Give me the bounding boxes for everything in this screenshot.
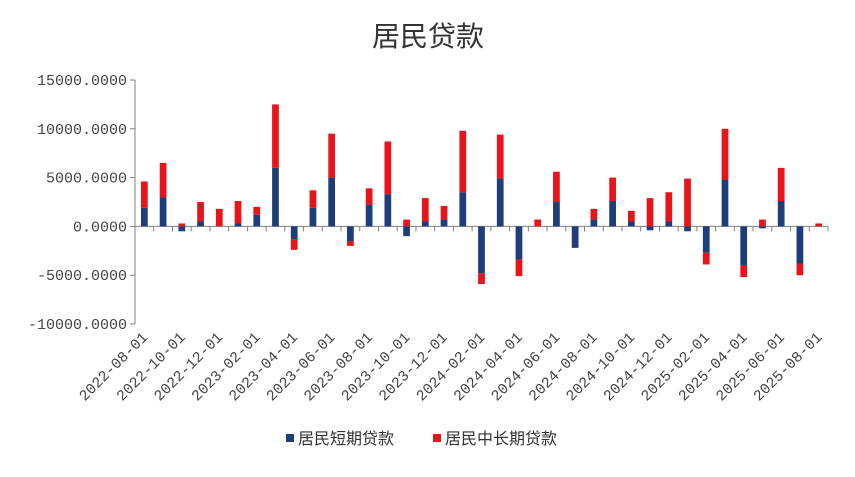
bar-short-term	[253, 214, 261, 227]
bar-long-term	[534, 219, 542, 227]
bar-long-term	[159, 162, 167, 198]
bar-short-term	[777, 201, 785, 227]
bar-long-term	[796, 263, 804, 276]
bar-long-term	[553, 171, 560, 202]
bar-short-term	[515, 226, 523, 260]
legend-swatch-long-term	[433, 434, 441, 442]
y-tick-label: 0.0000	[73, 219, 127, 236]
legend: 居民短期贷款 居民中长期贷款	[286, 430, 557, 448]
bar-long-term	[684, 178, 691, 227]
bar-long-term	[702, 252, 710, 265]
bar-short-term	[440, 219, 448, 227]
y-tick-label: 15000.0000	[37, 73, 127, 90]
bar-short-term	[159, 197, 167, 227]
bar-short-term	[796, 226, 804, 264]
bar-long-term	[290, 239, 298, 250]
bar-long-term	[309, 190, 317, 208]
bar-long-term	[515, 259, 523, 277]
bar-long-term	[197, 202, 204, 222]
bar-long-term	[609, 177, 616, 202]
bar-long-term	[328, 133, 336, 178]
bar-long-term	[496, 134, 504, 179]
bar-short-term	[478, 226, 485, 274]
bar-short-term	[234, 223, 242, 227]
bar-long-term	[440, 205, 448, 220]
bar-long-term	[721, 128, 729, 180]
bar-short-term	[347, 226, 354, 242]
bar-long-term	[253, 206, 261, 215]
bar-short-term	[197, 221, 204, 227]
bar-short-term	[328, 177, 336, 227]
bar-short-term	[272, 167, 279, 227]
bar-long-term	[815, 223, 823, 227]
bar-short-term	[421, 221, 429, 227]
y-tick-label: -10000.0000	[28, 317, 127, 334]
chart-title: 居民贷款	[372, 21, 484, 53]
bar-long-term	[178, 223, 186, 227]
bar-short-term	[684, 226, 691, 232]
bar-short-term	[553, 202, 560, 227]
bar-short-term	[665, 221, 673, 227]
bar-short-term	[459, 192, 467, 227]
bar-short-term	[702, 226, 710, 253]
bar-long-term	[347, 241, 354, 246]
bar-short-term	[384, 194, 392, 227]
bar-long-term	[384, 141, 392, 195]
y-tick-label: 5000.0000	[46, 171, 127, 188]
y-axis: 15000.0000 10000.0000 5000.0000 0.0000 -5000…	[28, 73, 136, 334]
bar-long-term	[590, 208, 598, 220]
bar-short-term	[590, 219, 598, 227]
bar-short-term	[309, 207, 317, 227]
bar-long-term	[665, 192, 673, 222]
bar-long-term	[646, 198, 654, 227]
bar-long-term	[759, 219, 766, 227]
legend-swatch-short-term	[286, 434, 294, 442]
legend-label-long-term: 居民中长期贷款	[445, 430, 557, 448]
bar-short-term	[178, 226, 186, 232]
bar-short-term	[140, 207, 148, 227]
bar-long-term	[140, 181, 148, 208]
bar-short-term	[627, 221, 635, 227]
bar-short-term	[496, 178, 504, 227]
bar-short-term	[571, 226, 579, 248]
bar-long-term	[365, 188, 373, 205]
bar-long-term	[403, 219, 410, 227]
bar-long-term	[740, 265, 748, 278]
bar-short-term	[740, 226, 748, 266]
bar-long-term	[459, 130, 467, 193]
bar-long-term	[478, 273, 485, 284]
bar-short-term	[365, 204, 373, 227]
bar-long-term	[272, 104, 279, 168]
bar-short-term	[290, 226, 298, 240]
bar-short-term	[646, 226, 654, 231]
bar-long-term	[215, 208, 223, 227]
x-axis: 2022-08-012022-10-012022-12-012023-02-01…	[76, 225, 829, 405]
bar-short-term	[403, 226, 410, 237]
y-tick-label: 10000.0000	[37, 122, 127, 139]
bar-long-term	[627, 210, 635, 222]
bars-group	[140, 104, 823, 284]
legend-label-short-term: 居民短期贷款	[298, 430, 394, 448]
bar-long-term	[777, 167, 785, 202]
y-tick-label: -5000.0000	[37, 268, 127, 285]
bar-long-term	[234, 201, 242, 224]
bar-short-term	[609, 201, 616, 227]
bar-short-term	[759, 226, 766, 229]
bar-long-term	[421, 198, 429, 222]
bar-short-term	[721, 179, 729, 227]
